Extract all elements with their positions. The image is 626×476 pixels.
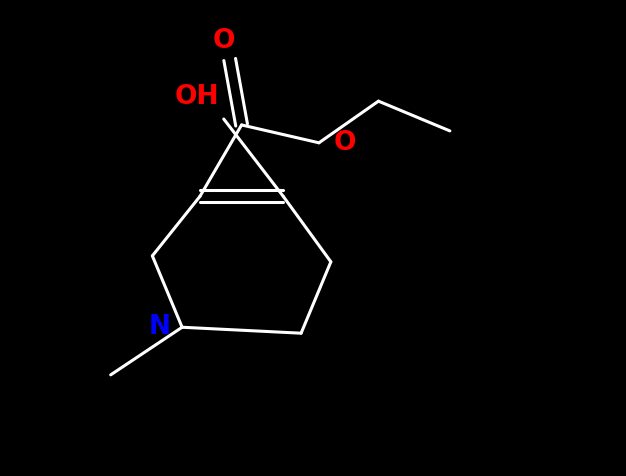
Text: N: N — [148, 314, 170, 340]
Text: OH: OH — [175, 84, 219, 110]
Text: O: O — [334, 130, 356, 156]
Text: O: O — [212, 28, 235, 54]
